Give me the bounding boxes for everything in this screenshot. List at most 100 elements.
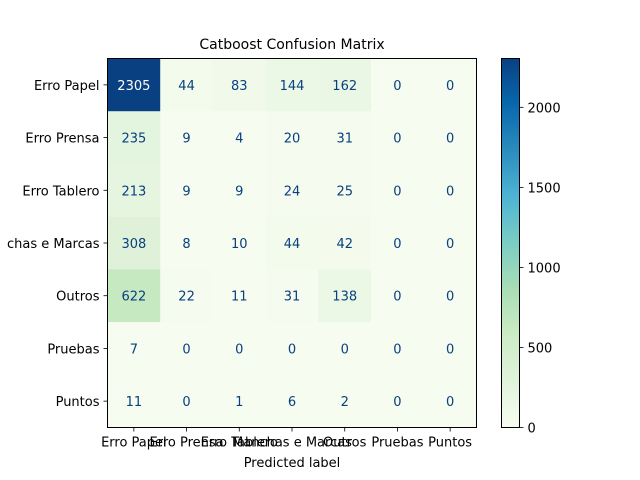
- colorbar-ticks: 0 500 1000 1500 2000: [519, 101, 561, 437]
- cell-value-label: 0: [235, 342, 243, 357]
- heatmap-cell: [160, 163, 214, 217]
- heatmap-cell: [160, 374, 214, 428]
- heatmap-cell: [265, 374, 319, 428]
- heatmap-cell: [371, 111, 425, 165]
- heatmap-cell: [318, 58, 372, 112]
- y-axis-ticks: Erro Papel Erro Prensa Erro Tablero chas e …: [7, 79, 108, 410]
- heatmap-cell: [265, 322, 319, 376]
- heatmap-cell: [160, 111, 214, 165]
- cell-value-label: 9: [182, 132, 190, 147]
- heatmap-cell: [160, 322, 214, 376]
- colorbar-tick-label: 1000: [528, 261, 561, 276]
- y-tick-label: Erro Papel: [34, 79, 100, 94]
- x-axis-label: Predicted label: [244, 456, 341, 471]
- cell-value-label: 4: [235, 132, 243, 147]
- x-tick-label: Manchas e Marcas: [232, 436, 352, 451]
- cell-value-label: 0: [393, 79, 401, 94]
- cell-value-label: 138: [332, 290, 357, 305]
- cell-value-label: 20: [284, 132, 301, 147]
- heatmap-cell: [318, 111, 372, 165]
- cell-value-label: 0: [446, 184, 454, 199]
- heatmap-cell: [212, 374, 266, 428]
- heatmap-cell: [371, 269, 425, 323]
- colorbar-frame: [501, 58, 520, 428]
- cell-value-label: 44: [178, 79, 195, 94]
- cell-value-label: 0: [341, 342, 349, 357]
- cell-value-label: 622: [121, 290, 146, 305]
- cell-value-label: 162: [332, 79, 357, 94]
- x-tick-label: Puntos: [428, 436, 472, 451]
- y-tick-label: Erro Prensa: [25, 132, 99, 147]
- heatmap-cell: [423, 58, 477, 112]
- cell-value-label: 0: [393, 290, 401, 305]
- heatmap-cell: [107, 374, 161, 428]
- cell-value-label: 9: [235, 184, 243, 199]
- heatmap-cell: [265, 58, 319, 112]
- cell-value-label: 24: [284, 184, 301, 199]
- cell-value-label: 235: [121, 132, 146, 147]
- cell-value-label: 2305: [117, 79, 150, 94]
- colorbar: [501, 58, 519, 427]
- cell-value-label: 83: [231, 79, 248, 94]
- cell-value-label: 6: [288, 395, 296, 410]
- cell-value-label: 8: [182, 237, 190, 252]
- heatmap-cell: [318, 269, 372, 323]
- cell-value-label: 7: [130, 342, 138, 357]
- cell-value-label: 42: [336, 237, 353, 252]
- cell-value-label: 0: [446, 290, 454, 305]
- cell-value-label: 0: [393, 237, 401, 252]
- x-tick-label: Erro Prensa: [150, 436, 224, 451]
- heatmap-cell: [318, 216, 372, 270]
- heatmap-cell: [107, 269, 161, 323]
- heatmap-cell: [423, 111, 477, 165]
- heatmap-cell: [423, 163, 477, 217]
- heatmap-cell: [265, 111, 319, 165]
- chart-title: Catboost Confusion Matrix: [199, 37, 384, 53]
- heatmap-cell: [107, 216, 161, 270]
- colorbar-tick-label: 500: [528, 341, 553, 356]
- cell-value-label: 0: [393, 184, 401, 199]
- cell-value-label: 0: [446, 237, 454, 252]
- x-tick-label: Outros: [323, 436, 367, 451]
- cell-value-label: 0: [288, 342, 296, 357]
- heatmap-cell: [265, 216, 319, 270]
- heatmap-cell: [371, 58, 425, 112]
- heatmap-cell: [212, 269, 266, 323]
- y-tick-label: Puntos: [56, 395, 100, 410]
- cell-value-label: 9: [182, 184, 190, 199]
- cell-value-label: 25: [336, 184, 353, 199]
- cell-value-label: 0: [446, 395, 454, 410]
- heatmap-cell: [212, 163, 266, 217]
- heatmap-cell: [423, 322, 477, 376]
- cell-value-label: 0: [446, 79, 454, 94]
- y-tick-label: chas e Marcas: [7, 237, 100, 252]
- cell-value-label: 10: [231, 237, 248, 252]
- heatmap-cell: [212, 58, 266, 112]
- heatmap-cell: [423, 374, 477, 428]
- cell-value-label: 0: [393, 395, 401, 410]
- heatmap-cell: [423, 216, 477, 270]
- heatmap-cell: [212, 111, 266, 165]
- cell-value-label: 44: [284, 237, 301, 252]
- y-tick-label: Outros: [56, 290, 100, 305]
- heatmap-cell: [371, 374, 425, 428]
- x-tick-label: Erro Papel: [101, 436, 167, 451]
- heatmap-cell: [371, 322, 425, 376]
- cell-value-label: 308: [121, 237, 146, 252]
- cell-value-label: 31: [336, 132, 353, 147]
- heatmap-cell: [107, 58, 161, 112]
- cell-value-label: 31: [284, 290, 301, 305]
- cell-value-label: 0: [182, 342, 190, 357]
- cell-value-label: 213: [121, 184, 146, 199]
- colorbar-tick-label: 2000: [528, 101, 561, 116]
- heatmap-cell: [265, 269, 319, 323]
- heatmap-cell: [265, 163, 319, 217]
- heatmap-cell: [371, 163, 425, 217]
- x-tick-label: Pruebas: [371, 436, 423, 451]
- heatmap-cell: [371, 216, 425, 270]
- cell-value-label: 144: [280, 79, 305, 94]
- heatmap-cell: [318, 322, 372, 376]
- cell-value-label: 0: [393, 132, 401, 147]
